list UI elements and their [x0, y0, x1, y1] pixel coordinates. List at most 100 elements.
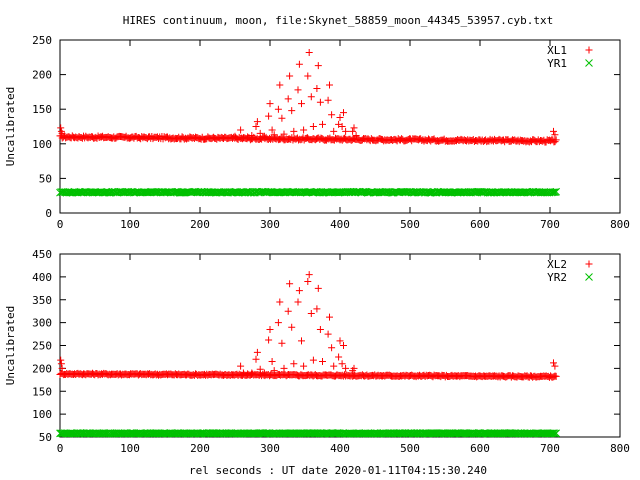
data-point: [298, 337, 305, 345]
data-point: [278, 339, 286, 347]
x-tick-label: 100: [120, 442, 140, 455]
legend-marker: [585, 260, 593, 268]
baseline-point: [552, 429, 561, 438]
data-point: [268, 126, 276, 134]
legend-label: XL1: [547, 44, 567, 57]
baseline-point: [552, 136, 560, 144]
legend-label: YR2: [547, 271, 567, 284]
y-tick-label: 50: [39, 172, 52, 185]
data-point: [253, 118, 261, 126]
data-point: [278, 114, 286, 122]
legend-marker: [585, 46, 593, 54]
data-point: [349, 127, 357, 135]
data-point: [276, 81, 284, 89]
y-tick-label: 100: [32, 138, 52, 151]
data-point: [304, 277, 312, 285]
y-tick-label: 0: [45, 207, 52, 220]
data-point: [237, 126, 245, 134]
y-tick-label: 350: [32, 294, 52, 307]
data-point: [290, 360, 298, 368]
x-tick-label: 0: [57, 218, 64, 231]
data-point: [304, 72, 312, 80]
data-point: [231, 132, 239, 140]
data-point: [300, 126, 308, 134]
x-tick-label: 800: [610, 218, 630, 231]
bottom-chart-panel: 0 100 200 300 400 500 600 700 800 50 100 150 200 250 3…: [4, 248, 630, 455]
data-point: [550, 359, 557, 367]
data-point: [335, 353, 343, 361]
x-tick-label: 200: [190, 218, 210, 231]
y-tick-label: 150: [32, 385, 52, 398]
data-point: [295, 287, 303, 295]
series-xl2: [56, 271, 560, 381]
data-point: [58, 129, 66, 137]
data-point: [313, 305, 321, 313]
x-tick-label: 100: [120, 218, 140, 231]
data-point: [319, 358, 326, 366]
data-point: [550, 127, 557, 135]
y-tick-label: 100: [32, 408, 52, 421]
y-tick-label: 250: [32, 340, 52, 353]
data-point: [57, 356, 65, 364]
data-point: [290, 127, 298, 135]
data-point: [324, 96, 332, 104]
data-point: [330, 362, 338, 370]
y-axis-label: Uncalibrated: [4, 306, 17, 385]
x-tick-label: 300: [260, 442, 280, 455]
data-point: [307, 309, 315, 317]
data-point: [294, 86, 302, 94]
data-point: [336, 337, 344, 345]
data-point: [260, 132, 268, 140]
legend-label: XL2: [547, 258, 567, 271]
data-point: [253, 348, 261, 356]
data-point: [274, 319, 282, 327]
legend-marker: [585, 59, 593, 67]
data-point: [288, 107, 296, 115]
x-tick-label: 400: [330, 218, 350, 231]
series-xl1: [56, 48, 560, 146]
data-point: [244, 370, 252, 378]
data-point: [307, 93, 315, 101]
x-tick-label: 200: [190, 442, 210, 455]
data-point: [326, 313, 333, 321]
data-point: [309, 356, 317, 364]
x-tick-label: 0: [57, 442, 64, 455]
data-point: [252, 123, 260, 130]
y-tick-label: 300: [32, 317, 52, 330]
data-point: [280, 130, 288, 138]
data-point: [338, 360, 346, 368]
data-point: [295, 60, 303, 68]
baseline-point: [552, 187, 561, 196]
data-point: [239, 134, 247, 142]
data-point: [340, 109, 347, 117]
top-chart-panel: 0 100 200 300 400 500 600 700 800 0 50 100 150 200 250…: [4, 34, 630, 231]
baseline-point: [548, 429, 557, 438]
data-point: [270, 131, 278, 139]
x-tick-label: 300: [260, 218, 280, 231]
data-point: [270, 367, 278, 375]
y-tick-label: 250: [32, 34, 52, 47]
data-point: [266, 100, 274, 108]
data-point: [309, 123, 317, 130]
data-point: [284, 95, 292, 103]
data-point: [305, 48, 313, 56]
data-point: [266, 325, 274, 333]
data-point: [298, 100, 305, 108]
data-point: [256, 129, 264, 137]
data-point: [274, 105, 282, 113]
data-point: [300, 362, 308, 370]
data-point: [313, 84, 321, 92]
data-point: [294, 298, 302, 306]
data-point: [305, 271, 313, 279]
data-point: [276, 298, 284, 306]
y-tick-label: 200: [32, 69, 52, 82]
data-point: [284, 307, 292, 315]
data-point: [57, 124, 65, 132]
baseline-point: [552, 372, 560, 380]
y-axis-label: Uncalibrated: [4, 87, 17, 166]
data-point: [57, 360, 65, 368]
data-point: [342, 364, 350, 372]
x-tick-label: 600: [470, 218, 490, 231]
y-tick-label: 50: [39, 431, 52, 444]
